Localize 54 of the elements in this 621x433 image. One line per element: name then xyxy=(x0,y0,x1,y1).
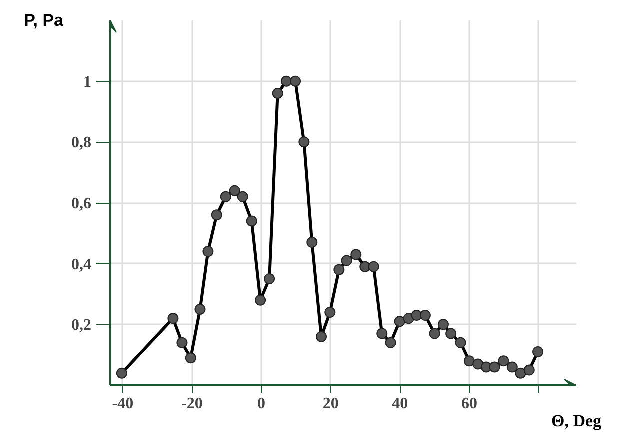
point xyxy=(489,362,500,373)
point xyxy=(246,216,258,227)
point xyxy=(194,304,206,315)
point xyxy=(498,356,510,367)
point xyxy=(376,328,388,340)
point xyxy=(264,274,276,285)
y-tick-label: 0,2 xyxy=(72,317,92,334)
point xyxy=(420,310,431,322)
point xyxy=(455,337,466,348)
y-tick-label: 0,8 xyxy=(72,134,92,152)
point xyxy=(290,76,302,87)
point xyxy=(446,328,457,340)
point xyxy=(316,331,327,342)
point xyxy=(211,210,222,221)
point xyxy=(350,249,362,260)
y-tick-label: 0,4 xyxy=(72,256,92,274)
point xyxy=(185,352,196,364)
point xyxy=(515,368,526,379)
point xyxy=(524,364,535,376)
point xyxy=(394,316,406,328)
x-tick-label: 40 xyxy=(392,396,408,412)
point xyxy=(168,313,179,324)
point xyxy=(229,185,240,196)
point xyxy=(116,368,128,379)
x-axis-title: Θ, Deg xyxy=(551,412,602,430)
point xyxy=(438,319,449,330)
point xyxy=(464,356,475,367)
point xyxy=(532,346,544,358)
point xyxy=(306,237,318,248)
point xyxy=(341,255,352,266)
point xyxy=(255,294,266,306)
y-tick-label: 0,6 xyxy=(72,196,92,212)
y-tick-label: 1 xyxy=(84,74,92,91)
point xyxy=(385,337,396,348)
point xyxy=(202,246,214,258)
point xyxy=(298,136,310,148)
x-tick-label: 0 xyxy=(258,396,266,412)
x-tick-label: 60 xyxy=(461,396,478,412)
point xyxy=(324,307,336,318)
point xyxy=(472,358,484,370)
x-tick-label: 20 xyxy=(322,396,339,412)
x-tick-label: -40 xyxy=(112,396,134,412)
point xyxy=(237,191,248,202)
point xyxy=(368,261,380,272)
point xyxy=(281,76,292,87)
point xyxy=(334,264,345,276)
point xyxy=(272,88,284,99)
point xyxy=(176,337,188,348)
point xyxy=(506,362,518,373)
y-axis-title: P, Pa xyxy=(24,11,64,30)
point xyxy=(220,191,232,202)
x-tick-label: -20 xyxy=(182,396,203,412)
point xyxy=(360,261,371,272)
point xyxy=(429,328,440,340)
